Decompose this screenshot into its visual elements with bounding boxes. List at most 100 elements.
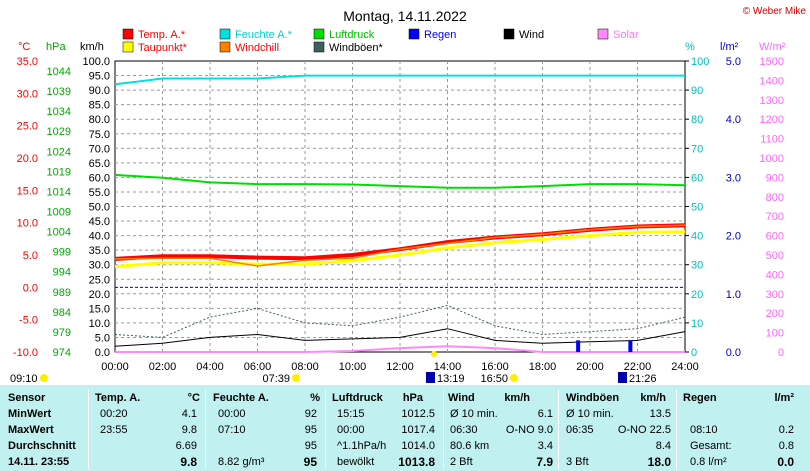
table-cell: 1013.8 <box>398 455 435 469</box>
legend-label: Wind <box>519 29 544 41</box>
table-cell: 06:35 <box>566 424 594 436</box>
wind-tick-label: 5.0 <box>95 332 110 344</box>
solar-tick-label: 1000 <box>760 153 784 165</box>
legend-label: Windböen* <box>329 42 384 54</box>
legend-swatch <box>122 28 134 40</box>
copyright-label: © Weber Mike <box>743 6 807 17</box>
table-cell: 8.82 g/m³ <box>218 456 265 468</box>
wind-unit-label: km/h <box>80 41 104 53</box>
wind-tick-label: 65.0 <box>89 158 110 170</box>
table-cell: 8.4 <box>655 440 671 452</box>
table-cell: 2 Bft <box>450 456 473 468</box>
wind-tick-label: 70.0 <box>89 143 110 155</box>
legend-swatch <box>122 41 134 53</box>
table-cell: 15:15 <box>337 408 365 420</box>
table-cell: 9.8 <box>180 455 197 469</box>
series-line-1 <box>114 230 686 269</box>
humidity-tick-label: 20 <box>691 289 703 301</box>
table-header: Regen <box>683 392 717 404</box>
wind-tick-label: 35.0 <box>89 245 110 257</box>
rain-tick-label: 2.0 <box>726 231 741 243</box>
legend: Temp. A.* Feuchte A.* Luftdruck Regen Wind So… <box>122 28 639 54</box>
solar-tick-label: 1300 <box>760 95 784 107</box>
solar-unit-label: W/m² <box>759 41 786 53</box>
series-line-4 <box>114 173 686 189</box>
wind-tick-label: 50.0 <box>89 202 110 214</box>
legend-swatch <box>597 28 609 40</box>
table-cell: Durchschnitt <box>8 440 76 452</box>
table-cell: 9.8 <box>181 424 197 436</box>
table-header: °C <box>187 392 200 404</box>
table-cell: O-NO 22.5 <box>617 424 671 436</box>
time-tick-label: 02:00 <box>149 361 177 373</box>
table-cell: 00:20 <box>100 408 128 420</box>
legend-swatch <box>219 41 231 53</box>
time-tick-label: 14:00 <box>434 361 462 373</box>
series-line-3 <box>114 74 685 86</box>
table-cell: 7.9 <box>536 455 553 469</box>
humidity-unit-label: % <box>685 41 695 53</box>
time-tick-label: 08:00 <box>291 361 319 373</box>
humidity-tick-label: 30 <box>691 260 703 272</box>
pressure-tick-label: 1039 <box>47 86 71 98</box>
wind-tick-label: 80.0 <box>89 114 110 126</box>
moonset-label: 21:26 <box>629 373 657 385</box>
table-cell: 07:10 <box>218 424 246 436</box>
table-cell: 95 <box>304 440 317 452</box>
humidity-tick-label: 0 <box>691 347 697 359</box>
solar-tick-label: 500 <box>766 250 784 262</box>
table-header: Temp. A. <box>95 392 141 404</box>
table-header: l/m² <box>774 392 794 404</box>
table-header: Feuchte A. <box>213 392 269 404</box>
series-line-7 <box>115 345 685 353</box>
first-time-label: 09:10 <box>10 373 38 385</box>
table-cell: 00:00 <box>218 408 246 420</box>
solar-tick-label: 0 <box>778 347 784 359</box>
table-cell: 95 <box>303 455 317 469</box>
legend-swatch <box>408 28 420 40</box>
table-cell: 1017.4 <box>401 424 435 436</box>
temp-tick-label: 20.0 <box>17 153 38 165</box>
humidity-tick-label: 90 <box>691 85 703 97</box>
pressure-tick-label: 974 <box>53 347 71 359</box>
humidity-tick-label: 40 <box>691 231 703 243</box>
time-tick-label: 22:00 <box>624 361 652 373</box>
table-cell: 4.1 <box>181 408 197 420</box>
pressure-tick-label: 1024 <box>47 146 71 158</box>
temp-tick-label: 25.0 <box>17 121 38 133</box>
time-tick-label: 18:00 <box>529 361 557 373</box>
pressure-tick-label: 1044 <box>47 66 71 78</box>
rain-tick-label: 3.0 <box>726 172 741 184</box>
table-header: Luftdruck <box>332 392 383 404</box>
table-cell: 00:00 <box>337 424 365 436</box>
table-cell: bewölkt <box>337 456 375 468</box>
pressure-tick-label: 999 <box>53 247 71 259</box>
weather-chart: 35.0 30.0 25.0 20.0 15.0 10.0 5.0 0.0 -5.0 -10.0 1… <box>10 6 807 385</box>
legend-label: Windchill <box>235 42 279 54</box>
temp-tick-label: 35.0 <box>17 56 38 68</box>
time-tick-label: 00:00 <box>101 361 129 373</box>
table-divider <box>443 389 444 469</box>
table-cell: 06:30 <box>450 424 478 436</box>
table-row-label: MinWert <box>8 408 52 420</box>
wind-tick-label: 95.0 <box>89 71 110 83</box>
series-line-2 <box>114 224 686 267</box>
temp-unit-label: °C <box>18 41 30 53</box>
table-cell: 08:10 <box>690 424 718 436</box>
table-header: Wind <box>448 392 475 404</box>
solar-tick-label: 900 <box>766 172 784 184</box>
rain-unit-label: l/m² <box>720 41 739 53</box>
table-cell: ^1.1hPa/h <box>337 440 387 452</box>
wind-tick-label: 90.0 <box>89 85 110 97</box>
rain-bar <box>628 340 633 352</box>
time-tick-label: 12:00 <box>386 361 414 373</box>
table-cell: 92 <box>304 408 317 420</box>
sun-marker <box>431 351 437 357</box>
legend-label: Regen <box>424 29 456 41</box>
table-divider <box>676 389 677 469</box>
solar-tick-label: 300 <box>766 289 784 301</box>
wind-tick-label: 0.0 <box>95 347 110 359</box>
pressure-unit-label: hPa <box>46 41 66 53</box>
pressure-tick-label: 1034 <box>47 106 71 118</box>
temp-tick-label: 5.0 <box>23 250 38 262</box>
